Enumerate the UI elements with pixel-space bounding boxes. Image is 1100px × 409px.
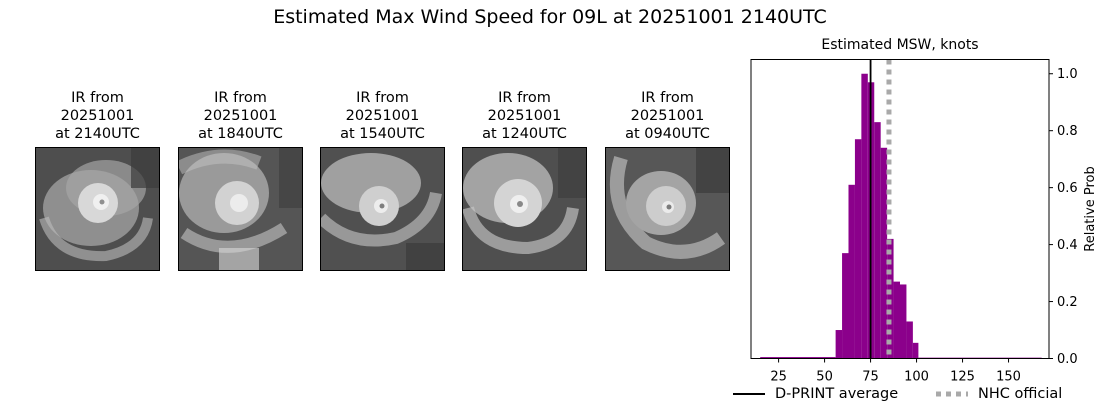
histogram-bar: [880, 147, 888, 359]
ir-panel-title-line: at 1540UTC: [340, 126, 425, 142]
ir-panel-title-line: 20251001: [60, 108, 135, 124]
x-tick-label: 75: [862, 370, 879, 385]
legend-label: NHC official: [978, 386, 1063, 402]
ir-panel-title: IR from 20251001 at 1240UTC: [442, 89, 607, 143]
ir-panel-title-line: at 1840UTC: [198, 126, 283, 142]
y-tick-label: 0.4: [1057, 238, 1078, 253]
y-tick-label: 0.6: [1057, 181, 1078, 196]
histogram-bar: [848, 184, 855, 359]
histogram-bar: [835, 330, 843, 359]
ir-panel-title: IR from 20251001 at 1540UTC: [300, 89, 465, 143]
histogram-bar: [906, 321, 913, 359]
figure-title: Estimated Max Wind Speed for 09L at 2025…: [273, 6, 827, 28]
y-tick-label: 0.8: [1057, 124, 1078, 139]
chart-axes-frame: [750, 59, 1050, 359]
ir-panel-title-line: 20251001: [487, 108, 562, 124]
histogram-bar: [887, 238, 894, 359]
chart-title: Estimated MSW, knots: [821, 37, 978, 53]
ir-panel-title-line: IR from: [356, 90, 409, 106]
x-tick-label: 125: [950, 370, 975, 385]
ir-panel-title: IR from 20251001 at 0940UTC: [585, 89, 750, 143]
histogram-bar: [760, 357, 836, 359]
histogram-bar: [861, 73, 868, 359]
legend-label: D-PRINT average: [775, 386, 899, 402]
histogram-bar: [912, 342, 919, 359]
satellite-ir-image-icon: [35, 147, 160, 271]
ir-panel-title-line: IR from: [214, 90, 267, 106]
ir-panel-title-line: 20251001: [345, 108, 420, 124]
ir-panel-title-line: 20251001: [203, 108, 278, 124]
x-tick-label: 25: [770, 370, 787, 385]
satellite-ir-image-icon: [178, 147, 303, 271]
ir-panel-title-line: at 1240UTC: [482, 126, 567, 142]
ir-panel-title-line: at 0940UTC: [625, 126, 710, 142]
legend-item-dprint: D-PRINT average: [731, 386, 898, 402]
y-axis-label: Relative Prob: [1083, 166, 1098, 251]
y-tick-label: 1.0: [1057, 67, 1078, 82]
satellite-ir-image-icon: [320, 147, 445, 271]
histogram-bar: [874, 122, 881, 359]
histogram-bar: [842, 253, 849, 359]
ir-panel-title-line: IR from: [641, 90, 694, 106]
histogram-bar: [893, 281, 900, 359]
satellite-ir-image-icon: [605, 147, 730, 271]
ir-panel-title: IR from 20251001 at 1840UTC: [158, 89, 323, 143]
x-tick-label: 100: [904, 370, 929, 385]
x-tick-label: 50: [816, 370, 833, 385]
ir-panel-title-line: IR from: [71, 90, 124, 106]
ir-panel-title-line: 20251001: [630, 108, 705, 124]
x-tick-label: 150: [996, 370, 1021, 385]
y-tick-label: 0.2: [1057, 295, 1078, 310]
satellite-ir-image-icon: [462, 147, 587, 271]
ir-panel-title-line: IR from: [498, 90, 551, 106]
ir-panel-title-line: at 2140UTC: [55, 126, 140, 142]
histogram-bar: [854, 139, 862, 359]
ir-panel-title: IR from 20251001 at 2140UTC: [15, 89, 180, 143]
y-tick-label: 0.0: [1057, 352, 1078, 367]
legend-item-nhc: NHC official: [934, 386, 1062, 402]
histogram-bar: [900, 284, 907, 359]
